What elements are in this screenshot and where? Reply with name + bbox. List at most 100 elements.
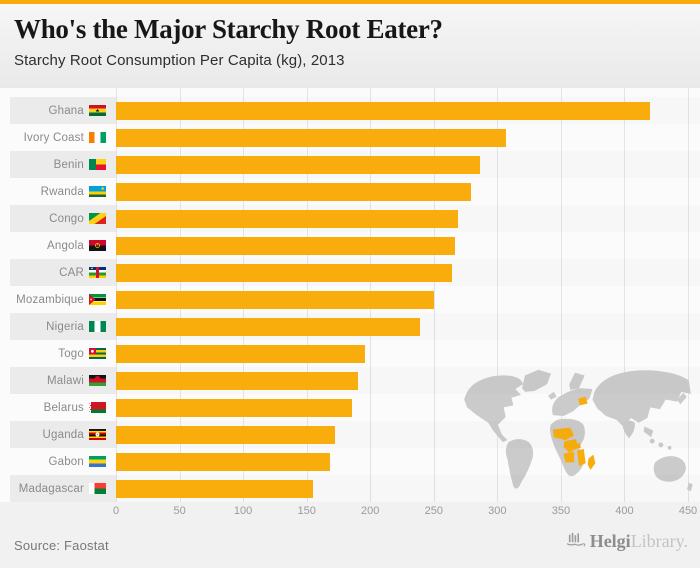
flag-ivory-coast-icon: [89, 132, 106, 143]
gridline: [688, 88, 689, 502]
map-continents: [464, 369, 693, 492]
logo-text-helgi: Helgi: [589, 531, 631, 551]
x-tick-label: 0: [112, 505, 120, 517]
country-label: Gabon: [48, 455, 84, 468]
country-label: Ivory Coast: [23, 131, 84, 144]
bar-row-mozambique: Mozambique: [0, 286, 700, 313]
bar-track: [116, 421, 700, 448]
flag-uganda-icon: [89, 429, 106, 440]
bar-row-rwanda: Rwanda: [0, 178, 700, 205]
bar-track: [116, 151, 700, 178]
bar-gabon: [116, 453, 330, 471]
x-tick-label: 300: [488, 505, 507, 517]
bar-uganda: [116, 426, 335, 444]
row-label-cell: Togo: [10, 340, 116, 367]
bar-row-gabon: Gabon: [0, 448, 700, 475]
top-accent-bar: [0, 0, 700, 4]
source-label: Source: Faostat: [14, 538, 109, 553]
country-label: Togo: [58, 347, 84, 360]
flag-nigeria-icon: [89, 321, 106, 332]
bar-car: [116, 264, 452, 282]
row-label-cell: Angola: [10, 232, 116, 259]
row-label-cell: Mozambique: [10, 286, 116, 313]
bar-row-ghana: Ghana: [0, 97, 700, 124]
row-label-cell: Madagascar: [10, 475, 116, 502]
bar-row-angola: Angola: [0, 232, 700, 259]
bar-track: [116, 448, 700, 475]
bar-track: [116, 178, 700, 205]
bar-ivory-coast: [116, 129, 507, 147]
row-label-cell: Ghana: [10, 97, 116, 124]
row-label-cell: Gabon: [10, 448, 116, 475]
bar-track: [116, 475, 700, 502]
bar-track: [116, 232, 700, 259]
bar-row-belarus: Belarus: [0, 394, 700, 421]
flag-ghana-icon: [89, 105, 106, 116]
bar-track: [116, 259, 700, 286]
flag-malawi-icon: [89, 375, 106, 386]
bar-track: [116, 394, 700, 421]
bar-madagascar: [116, 480, 313, 498]
gridline: [624, 88, 626, 502]
x-tick-label: 150: [297, 505, 316, 517]
world-map-watermark: [458, 363, 696, 503]
row-label-cell: CAR: [10, 259, 116, 286]
logo-text: HelgiLibrary.: [590, 532, 688, 550]
map-highlight-countries: [552, 396, 596, 471]
bar-row-benin: Benin: [0, 151, 700, 178]
country-label: Malawi: [47, 374, 84, 387]
country-label: Belarus: [43, 401, 84, 414]
bar-ghana: [116, 102, 650, 120]
page-subtitle: Starchy Root Consumption Per Capita (kg)…: [14, 52, 345, 70]
bar-track: [116, 286, 700, 313]
flag-car-icon: [89, 267, 106, 278]
bar-belarus: [116, 399, 353, 417]
x-tick-label: 450: [678, 505, 698, 517]
bar-row-ivory-coast: Ivory Coast: [0, 124, 700, 151]
flag-benin-icon: [89, 159, 106, 170]
row-label-cell: Uganda: [10, 421, 116, 448]
country-label: Angola: [46, 239, 84, 252]
chart-plot: Ghana Ivory Coast Benin Rwanda Congo Angola CA…: [0, 88, 700, 502]
bar-congo: [116, 210, 458, 228]
flag-belarus-icon: [89, 402, 106, 413]
bar-track: [116, 340, 700, 367]
bar-track: [116, 313, 700, 340]
flag-madagascar-icon: [89, 483, 106, 494]
bar-benin: [116, 156, 480, 174]
country-label: Rwanda: [40, 185, 84, 198]
bar-malawi: [116, 372, 358, 390]
page-title: Who's the Major Starchy Root Eater?: [14, 14, 443, 44]
bar-row-uganda: Uganda: [0, 421, 700, 448]
x-tick-label: 250: [424, 505, 443, 517]
bar-track: [116, 367, 700, 394]
bar-track: [116, 97, 700, 124]
country-label: Mozambique: [16, 293, 84, 306]
bar-rows: Ghana Ivory Coast Benin Rwanda Congo Angola CA…: [0, 97, 700, 502]
flag-rwanda-icon: [89, 186, 106, 197]
x-tick-label: 50: [173, 505, 186, 517]
x-tick-label: 200: [361, 505, 380, 517]
bar-row-togo: Togo: [0, 340, 700, 367]
helgi-logo-icon: [565, 530, 586, 552]
helgi-library-logo[interactable]: HelgiLibrary.: [565, 530, 688, 552]
flag-angola-icon: [89, 240, 106, 251]
x-tick-label: 350: [551, 505, 571, 517]
gridline: [497, 88, 499, 502]
bar-row-madagascar: Madagascar: [0, 475, 700, 502]
bar-row-car: CAR: [0, 259, 700, 286]
row-label-cell: Ivory Coast: [10, 124, 116, 151]
flag-mozambique-icon: [89, 294, 106, 305]
country-label: Ghana: [48, 104, 84, 117]
country-label: Uganda: [42, 428, 84, 441]
row-label-cell: Congo: [10, 205, 116, 232]
bar-togo: [116, 345, 366, 363]
x-tick-label: 400: [615, 505, 634, 517]
logo-text-library: Library.: [630, 531, 688, 551]
country-label: Nigeria: [46, 320, 84, 333]
gridline: [560, 88, 562, 502]
flag-gabon-icon: [89, 456, 106, 467]
gridline: [433, 88, 435, 502]
flag-togo-icon: [89, 348, 106, 359]
bar-row-congo: Congo: [0, 205, 700, 232]
